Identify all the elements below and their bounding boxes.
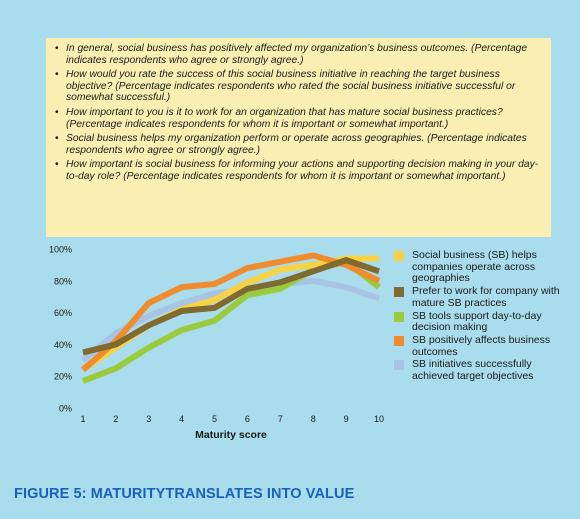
series-line bbox=[82, 256, 380, 356]
series-line bbox=[81, 258, 381, 384]
y-tick-label: 40% bbox=[54, 340, 72, 350]
x-tick-label: 8 bbox=[311, 414, 316, 424]
series-line bbox=[81, 252, 381, 373]
y-tick-label: 100% bbox=[49, 245, 72, 255]
legend-swatch bbox=[394, 287, 404, 298]
legend-swatch bbox=[394, 360, 404, 371]
survey-questions-box: In general, social business has positive… bbox=[46, 38, 551, 237]
chart-legend: Social business (SB) helps companies ope… bbox=[394, 249, 574, 384]
legend-item: Prefer to work for company with mature S… bbox=[394, 285, 574, 309]
series-lines bbox=[81, 252, 381, 384]
y-tick-label: 0% bbox=[59, 404, 72, 414]
survey-questions-list: In general, social business has positive… bbox=[54, 43, 541, 183]
x-axis-ticks: 1 2 3 4 5 6 7 8 9 10 bbox=[80, 414, 384, 424]
x-tick-label: 6 bbox=[245, 414, 250, 424]
legend-swatch bbox=[394, 251, 404, 261]
x-axis-title: Maturity score bbox=[195, 429, 267, 441]
survey-question: In general, social business has positive… bbox=[54, 43, 541, 66]
x-tick-label: 3 bbox=[146, 414, 151, 424]
survey-question: How would you rate the success of this s… bbox=[54, 69, 541, 104]
y-tick-label: 60% bbox=[54, 308, 72, 318]
legend-swatch bbox=[394, 335, 404, 346]
x-tick-label: 4 bbox=[179, 414, 184, 424]
legend-label: Prefer to work for company with mature S… bbox=[412, 285, 560, 309]
y-axis-ticks: 0% 20% 40% 60% 80% 100% bbox=[49, 245, 72, 414]
survey-question: How important to you is it to work for a… bbox=[54, 107, 541, 130]
legend-item: SB tools support day-to-day decision mak… bbox=[394, 309, 574, 334]
legend-item: SB positively affects business outcomes bbox=[394, 333, 574, 358]
y-tick-label: 80% bbox=[54, 276, 72, 286]
x-tick-label: 9 bbox=[344, 414, 349, 424]
x-tick-label: 2 bbox=[113, 414, 118, 424]
legend-swatch bbox=[394, 311, 404, 322]
y-tick-label: 20% bbox=[54, 372, 72, 382]
survey-question: How important is social business for inf… bbox=[54, 159, 541, 182]
legend-label: SB tools support day-to-day decision mak… bbox=[412, 309, 542, 334]
x-tick-label: 10 bbox=[374, 414, 384, 424]
legend-label: SB initiatives successfully achieved tar… bbox=[412, 358, 534, 383]
x-tick-label: 7 bbox=[278, 414, 283, 424]
survey-question: Social business helps my organization pe… bbox=[54, 133, 541, 156]
x-tick-label: 1 bbox=[80, 414, 85, 424]
legend-label: Social business (SB) helps companies ope… bbox=[412, 249, 537, 285]
figure-caption: FIGURE 5: MATURITYTRANSLATES INTO VALUE bbox=[14, 486, 355, 502]
legend-item: Social business (SB) helps companies ope… bbox=[394, 249, 574, 285]
legend-item: SB initiatives successfully achieved tar… bbox=[394, 358, 574, 383]
x-tick-label: 5 bbox=[212, 414, 217, 424]
legend-label: SB positively affects business outcomes bbox=[412, 333, 551, 358]
